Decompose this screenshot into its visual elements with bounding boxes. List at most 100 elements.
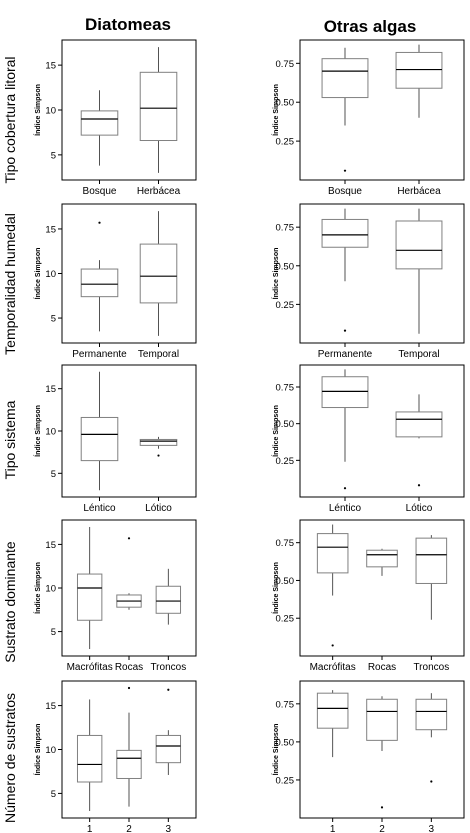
box-iqr bbox=[116, 749, 142, 779]
y-tick-label: 5 bbox=[51, 150, 56, 161]
x-tick-label: Herbácea bbox=[397, 186, 441, 197]
row-title-tipo-cobertura-litoral: Tipo cobertura litoral bbox=[2, 56, 18, 183]
outlier-point bbox=[331, 644, 334, 647]
panel-7: 0.25 0.50 0.75 Índice Simpson Macrófitas Roca… bbox=[271, 519, 465, 673]
box-Permanente bbox=[80, 221, 119, 332]
box-iqr bbox=[139, 438, 178, 446]
x-tick-label: Troncos bbox=[413, 662, 449, 673]
y-tick-label: 0.25 bbox=[276, 300, 295, 311]
y-tick-label: 10 bbox=[45, 427, 56, 438]
box-2 bbox=[366, 696, 398, 809]
y-tick-label: 5 bbox=[51, 789, 56, 800]
x-tick-label: Macrófitas bbox=[67, 662, 113, 673]
y-tick-label: 10 bbox=[45, 584, 56, 595]
y-tick-label: 0.25 bbox=[276, 456, 295, 467]
y-tick-label: 0.50 bbox=[276, 737, 295, 748]
box-iqr bbox=[80, 110, 119, 136]
y-axis-label: Índice Simpson bbox=[33, 562, 42, 614]
x-tick-label: 3 bbox=[429, 824, 435, 833]
x-tick-label: Temporal bbox=[138, 349, 179, 360]
box-iqr bbox=[395, 411, 443, 438]
outlier-point bbox=[430, 780, 433, 783]
y-tick-label: 0.75 bbox=[276, 59, 295, 70]
column-title-diatomeas: Diatomeas bbox=[85, 15, 171, 34]
y-tick-label: 0.25 bbox=[276, 137, 295, 148]
box-iqr bbox=[316, 692, 349, 729]
x-tick-label: 2 bbox=[379, 824, 385, 833]
box-iqr bbox=[155, 585, 182, 614]
row-title-sustrato-dominante: Sustrato dominante bbox=[2, 541, 18, 663]
x-tick-label: Léntico bbox=[329, 503, 362, 514]
y-tick-label: 5 bbox=[51, 627, 56, 638]
y-tick-label: 5 bbox=[51, 469, 56, 480]
x-tick-label: Permanente bbox=[318, 349, 373, 360]
row-title-numero-de-sustratos: Número de sustratos bbox=[2, 693, 18, 823]
x-tick-label: Lótico bbox=[145, 503, 172, 514]
box-iqr bbox=[76, 573, 103, 621]
box-Temporal bbox=[139, 211, 178, 336]
box-iqr bbox=[80, 416, 119, 462]
panel-3: 0.25 0.50 0.75 Índice Simpson Permanente Temp… bbox=[271, 203, 465, 360]
box-iqr bbox=[155, 734, 182, 764]
y-axis-label: Índice Simpson bbox=[271, 562, 280, 614]
y-tick-label: 10 bbox=[45, 269, 56, 280]
box-Temporal bbox=[395, 208, 443, 334]
y-tick-label: 0.75 bbox=[276, 223, 295, 234]
y-tick-label: 0.50 bbox=[276, 98, 295, 109]
x-tick-label: 3 bbox=[166, 824, 172, 833]
box-Lótico bbox=[395, 394, 443, 487]
x-tick-label: Temporal bbox=[398, 349, 439, 360]
row-title-temporalidad-humedal: Temporalidad humedal bbox=[2, 213, 18, 355]
y-tick-label: 0.25 bbox=[276, 614, 295, 625]
y-tick-label: 0.75 bbox=[276, 538, 295, 549]
x-tick-label: Troncos bbox=[150, 662, 186, 673]
y-tick-label: 0.50 bbox=[276, 576, 295, 587]
box-Lótico bbox=[139, 436, 178, 457]
outlier-point bbox=[157, 454, 160, 457]
box-iqr bbox=[415, 698, 448, 731]
box-Permanente bbox=[321, 208, 369, 332]
x-tick-label: 1 bbox=[87, 824, 93, 833]
box-Troncos bbox=[415, 535, 448, 620]
y-axis-label: Índice Simpson bbox=[33, 405, 42, 457]
y-tick-label: 0.50 bbox=[276, 419, 295, 430]
x-tick-label: Herbácea bbox=[137, 186, 181, 197]
y-tick-label: 0.75 bbox=[276, 699, 295, 710]
y-tick-label: 15 bbox=[45, 701, 56, 712]
y-tick-label: 15 bbox=[45, 61, 56, 72]
x-tick-label: Rocas bbox=[368, 662, 396, 673]
x-tick-label: Bosque bbox=[328, 186, 362, 197]
x-tick-label: Rocas bbox=[115, 662, 143, 673]
panel-6: 5 10 15 Índice Simpson Macrófitas Rocas Tronco… bbox=[33, 519, 197, 673]
y-axis-label: Índice Simpson bbox=[33, 724, 42, 776]
x-tick-label: 2 bbox=[126, 824, 132, 833]
box-3 bbox=[155, 688, 182, 775]
outlier-point bbox=[380, 806, 384, 809]
y-tick-label: 10 bbox=[45, 106, 56, 117]
panel-9: 0.25 0.50 0.75 Índice Simpson 1 2 3 bbox=[271, 680, 465, 833]
box-iqr bbox=[139, 243, 178, 304]
x-tick-label: 1 bbox=[330, 824, 336, 833]
box-iqr bbox=[395, 51, 443, 89]
y-tick-label: 0.50 bbox=[276, 261, 295, 272]
box-1 bbox=[316, 690, 349, 758]
x-tick-label: Lótico bbox=[406, 503, 433, 514]
y-axis-label: Índice Simpson bbox=[271, 84, 280, 136]
y-axis-label: Índice Simpson bbox=[33, 248, 42, 300]
outlier-point bbox=[98, 221, 101, 224]
panel-1: 0.25 0.50 0.75 Índice Simpson Bosque Herbácea bbox=[271, 39, 465, 197]
y-tick-label: 10 bbox=[45, 745, 56, 756]
y-tick-label: 0.25 bbox=[276, 775, 295, 786]
y-tick-label: 0.75 bbox=[276, 383, 295, 394]
panel-8: 5 10 15 Índice Simpson 1 2 3 bbox=[33, 680, 197, 833]
outlier-point bbox=[167, 688, 170, 691]
panel-4: 5 10 15 Índice Simpson Léntico Lótico bbox=[33, 364, 197, 514]
box-iqr bbox=[366, 549, 398, 568]
y-axis-label: Índice Simpson bbox=[271, 405, 280, 457]
row-title-tipo-sistema: Tipo sistema bbox=[2, 400, 18, 479]
panel-0: 5 10 15 Índice Simpson Bosque Herbácea bbox=[33, 39, 197, 197]
box-Léntico bbox=[321, 369, 369, 490]
outlier-point bbox=[417, 484, 421, 487]
